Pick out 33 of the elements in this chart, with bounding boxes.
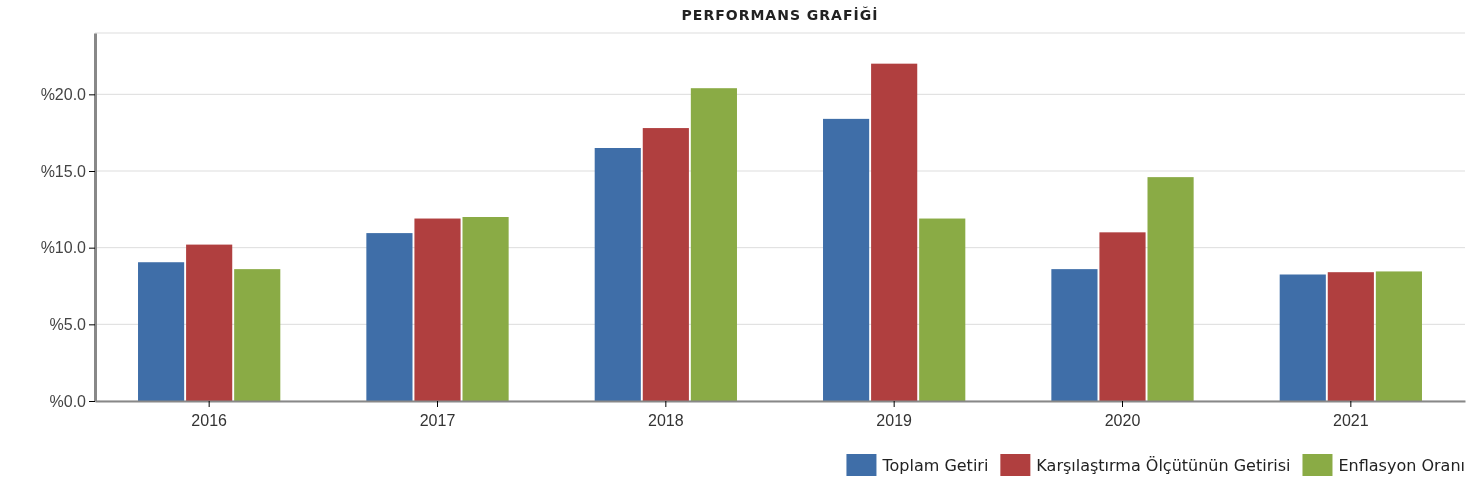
y-tick-label: %10.0 — [40, 239, 87, 257]
bar — [871, 63, 918, 401]
bar — [1375, 271, 1422, 401]
x-tick-label: 2018 — [648, 412, 684, 429]
y-tick-label: %15.0 — [40, 162, 87, 180]
y-tick-label: %0.0 — [49, 392, 87, 410]
bar — [234, 269, 281, 401]
legend-label: Toplam Getiri — [881, 456, 989, 475]
bar — [594, 148, 641, 401]
x-tick-label: 2016 — [191, 412, 228, 429]
bar — [919, 218, 966, 401]
y-tick-label: %5.0 — [49, 315, 87, 333]
x-tick-label: 2020 — [1104, 412, 1141, 429]
bar — [642, 128, 689, 401]
legend-label: Karşılaştırma Ölçütünün Getirisi — [1036, 456, 1291, 475]
bar — [1327, 272, 1374, 401]
bar — [1099, 232, 1146, 401]
chart-title: PERFORMANS GRAFİĞİ — [681, 6, 879, 23]
x-tick-label: 2019 — [876, 412, 913, 429]
bar — [462, 217, 509, 401]
x-tick-label: 2017 — [419, 412, 456, 429]
bar — [1147, 177, 1194, 401]
bar — [823, 118, 870, 401]
bar — [366, 233, 413, 401]
x-tick-label: 2021 — [1333, 412, 1369, 429]
y-tick-label: %20.0 — [40, 85, 87, 103]
legend-label: Enflasyon Oranı — [1338, 456, 1465, 475]
bar — [138, 262, 185, 401]
bar — [690, 88, 737, 401]
bar — [1279, 274, 1326, 401]
bar — [414, 218, 461, 401]
bar — [1051, 269, 1098, 401]
bar — [186, 244, 233, 401]
